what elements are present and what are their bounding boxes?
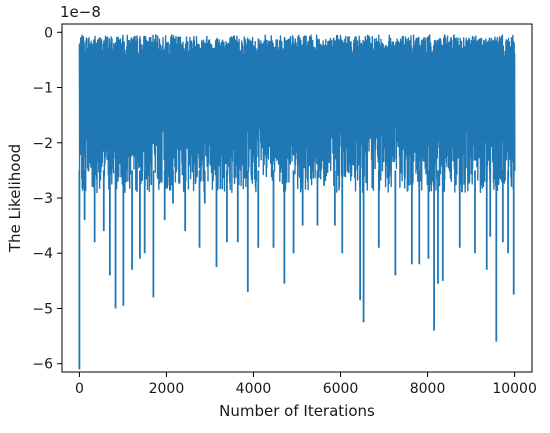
y-axis-offset-text: 1e−8 (60, 3, 101, 21)
x-tick-label: 2000 (149, 381, 185, 397)
y-tick-label: −1 (32, 81, 53, 97)
y-tick-label: −4 (32, 246, 53, 262)
y-axis-label: The Likelihood (6, 144, 24, 253)
y-tick-label: −2 (32, 136, 53, 152)
likelihood-series-line (78, 34, 516, 194)
x-tick-label: 8000 (410, 381, 446, 397)
x-axis: 0 2000 4000 6000 8000 10000 (75, 372, 537, 397)
x-axis-label: Number of Iterations (219, 402, 375, 420)
y-tick-label: 0 (44, 25, 53, 41)
plot-frame (61, 23, 533, 373)
y-axis: 0 −1 −2 −3 −4 −5 −6 (32, 25, 62, 373)
x-tick-label: 0 (75, 381, 84, 397)
series-layer (78, 34, 516, 370)
y-tick-label: −6 (32, 357, 53, 373)
x-tick-label: 4000 (236, 381, 272, 397)
x-tick-label: 6000 (323, 381, 359, 397)
x-tick-label: 10000 (492, 381, 537, 397)
y-tick-label: −3 (32, 191, 53, 207)
y-tick-label: −5 (32, 301, 53, 317)
